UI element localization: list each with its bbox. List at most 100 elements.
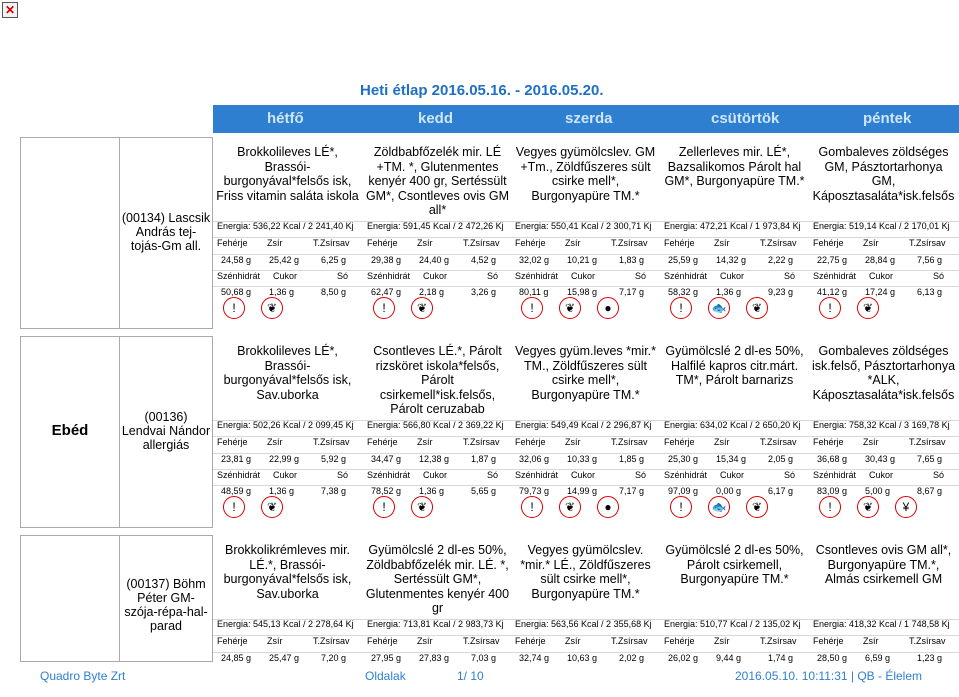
nutrient-label: Só bbox=[784, 470, 796, 480]
nutrient-label: Só bbox=[635, 271, 647, 281]
menu-group: (00134) Lascsik András tej-tojás-Gm all. bbox=[20, 137, 213, 329]
nutrient-label: Zsír bbox=[863, 636, 879, 646]
nutrient-value: 4,52 g bbox=[471, 255, 497, 265]
nutrient-label: Zsír bbox=[417, 437, 433, 447]
energy-value: Energia: 549,49 Kcal / 2 296,87 Kj bbox=[515, 420, 652, 430]
nutrient-value: 9,23 g bbox=[768, 287, 794, 297]
nutrient-label: Fehérje bbox=[515, 238, 546, 248]
celery-icon: ❦ bbox=[261, 496, 283, 518]
day-header: hétfő kedd szerda csütörtök péntek bbox=[213, 105, 959, 133]
nutrient-value: 80,11 g bbox=[519, 287, 549, 297]
nutrient-value: 24,85 g bbox=[221, 653, 252, 663]
nutrient-value: 78,52 g bbox=[371, 486, 402, 496]
nutrient-value: 97,09 g bbox=[668, 486, 699, 496]
nutrient-label: Fehérje bbox=[813, 238, 844, 248]
allergen-icon: ! bbox=[819, 496, 841, 518]
footer-timestamp: 2016.05.10. 10:11:31 | QB - Élelem bbox=[735, 669, 923, 683]
nutrient-value: 15,34 g bbox=[716, 454, 747, 464]
row-separator bbox=[213, 469, 959, 470]
group-divider bbox=[119, 337, 120, 527]
allergen-icon: ! bbox=[373, 496, 395, 518]
nutrient-value: 5,65 g bbox=[471, 486, 497, 496]
nutrient-label: T.Zsírsav bbox=[463, 437, 500, 447]
category-label: Ebéd bbox=[51, 422, 89, 439]
nutrient-label: Fehérje bbox=[664, 437, 695, 447]
fish-icon: 🐟 bbox=[708, 496, 730, 518]
nutrient-value: 28,84 g bbox=[865, 255, 896, 265]
celery-icon: ❦ bbox=[746, 496, 768, 518]
row-separator bbox=[213, 635, 959, 636]
nutrient-label: Fehérje bbox=[367, 437, 398, 447]
nutrient-value: 1,36 g bbox=[269, 287, 295, 297]
nutrient-label: Szénhidrát bbox=[664, 271, 708, 281]
nutrient-value: 34,47 g bbox=[371, 454, 402, 464]
nutrient-value: 10,33 g bbox=[567, 454, 598, 464]
nutrient-value: 29,38 g bbox=[371, 255, 402, 265]
menu-name: (00137) Böhm Péter GM-szója-répa-hal-par… bbox=[124, 576, 208, 633]
allergen-icon: ! bbox=[670, 496, 692, 518]
energy-value: Energia: 472,21 Kcal / 1 973,84 Kj bbox=[664, 221, 801, 231]
nutrient-label: Szénhidrát bbox=[367, 271, 411, 281]
nutrient-label: T.Zsírsav bbox=[909, 636, 946, 646]
nutrient-label: T.Zsírsav bbox=[463, 636, 500, 646]
nutrient-value: 41,12 g bbox=[817, 287, 848, 297]
allergen-icon: ! bbox=[819, 297, 841, 319]
dish-text: Brokkolileves LÉ*, Brassói-burgonyával*f… bbox=[223, 344, 352, 402]
energy-value: Energia: 634,02 Kcal / 2 650,20 Kj bbox=[664, 420, 801, 430]
nutrient-value: 15,98 g bbox=[567, 287, 598, 297]
nutrient-label: Só bbox=[933, 271, 945, 281]
footer-page-label: Oldalak bbox=[365, 669, 406, 683]
nutrient-label: Szénhidrát bbox=[515, 271, 559, 281]
nutrient-value: 32,06 g bbox=[519, 454, 550, 464]
nutrient-value: 36,68 g bbox=[817, 454, 848, 464]
nutrient-label: Fehérje bbox=[217, 437, 248, 447]
celery-icon: ❦ bbox=[559, 297, 581, 319]
nutrient-label: Zsír bbox=[714, 437, 730, 447]
nutrient-label: Só bbox=[635, 470, 647, 480]
nutrient-label: Cukor bbox=[720, 271, 745, 281]
nutrient-label: Szénhidrát bbox=[813, 470, 857, 480]
footer-page-number: 1/ 10 bbox=[457, 669, 484, 683]
nutrient-label: T.Zsírsav bbox=[760, 636, 797, 646]
dish-text: Brokkolikrémleves mir. LÉ.*, Brassói-bur… bbox=[223, 543, 352, 601]
celery-icon: ❦ bbox=[857, 297, 879, 319]
nutrient-label: Cukor bbox=[869, 271, 894, 281]
nutrient-value: 50,68 g bbox=[221, 287, 252, 297]
nutrient-label: Cukor bbox=[423, 470, 448, 480]
wheat-icon: ¥ bbox=[895, 496, 917, 518]
nutrient-value: 5,92 g bbox=[321, 454, 347, 464]
nutrient-label: Szénhidrát bbox=[217, 470, 261, 480]
nutrient-label: Só bbox=[487, 271, 499, 281]
fish-icon: 🐟 bbox=[708, 297, 730, 319]
celery-icon: ❦ bbox=[411, 297, 433, 319]
nutrient-label: Szénhidrát bbox=[217, 271, 261, 281]
dish-text: Vegyes gyümölcslev. GM +Tm., Zöldfűszere… bbox=[515, 145, 656, 203]
nutrient-value: 10,63 g bbox=[567, 653, 598, 663]
nutrient-value: 6,17 g bbox=[768, 486, 794, 496]
nutrient-value: 79,73 g bbox=[519, 486, 550, 496]
broken-image-icon bbox=[2, 2, 18, 18]
nutrient-label: Zsír bbox=[863, 238, 879, 248]
nutrient-label: Só bbox=[487, 470, 499, 480]
nutrient-label: Fehérje bbox=[664, 636, 695, 646]
nutrient-label: Szénhidrát bbox=[664, 470, 708, 480]
allergen-icon: ! bbox=[223, 496, 245, 518]
row-separator bbox=[213, 286, 959, 287]
energy-value: Energia: 591,45 Kcal / 2 472,26 Kj bbox=[367, 221, 504, 231]
day-monday: hétfő bbox=[267, 110, 304, 127]
nutrient-value: 9,44 g bbox=[716, 653, 742, 663]
allergen-icon: ! bbox=[670, 297, 692, 319]
menu-group: Ebéd (00136) Lendvai Nándor allergiás bbox=[20, 336, 213, 528]
nutrient-label: T.Zsírsav bbox=[313, 636, 350, 646]
energy-value: Energia: 566,80 Kcal / 2 369,22 Kj bbox=[367, 420, 504, 430]
dish-text: Brokkolileves LÉ*, Brassói-burgonyával*f… bbox=[216, 145, 359, 203]
mustard-icon: ● bbox=[597, 297, 619, 319]
nutrient-value: 7,65 g bbox=[917, 454, 943, 464]
celery-icon: ❦ bbox=[411, 496, 433, 518]
dish-text: Csontleves ovis GM all*, Burgonyapüre TM… bbox=[815, 543, 952, 586]
nutrient-label: Szénhidrát bbox=[515, 470, 559, 480]
nutrient-label: Zsír bbox=[565, 437, 581, 447]
nutrient-label: T.Zsírsav bbox=[313, 437, 350, 447]
nutrient-label: Cukor bbox=[720, 470, 745, 480]
nutrient-label: Fehérje bbox=[515, 437, 546, 447]
